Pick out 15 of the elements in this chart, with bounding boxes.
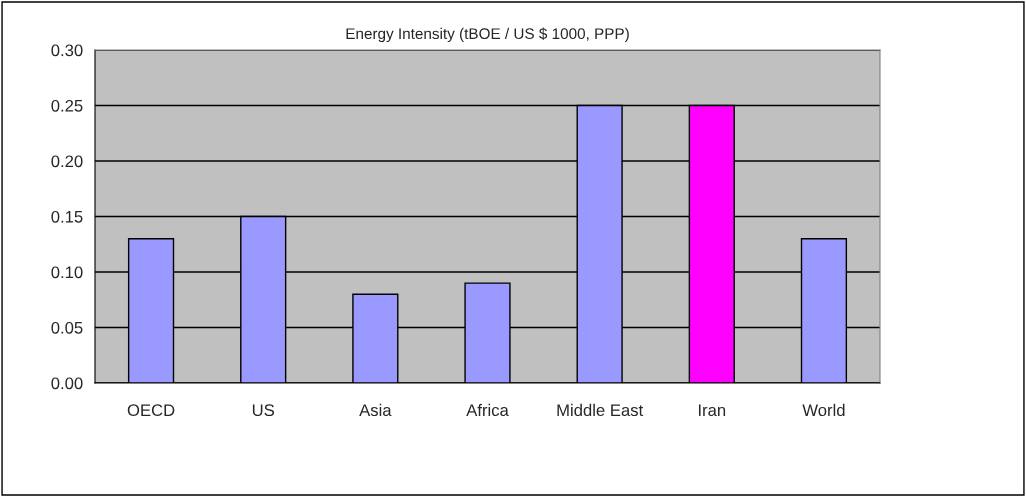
y-tick-label: 0.25: [51, 99, 83, 112]
y-tick-label: 0.00: [51, 377, 83, 390]
x-tick-label: US: [252, 404, 275, 417]
y-tick-label: 0.20: [51, 155, 83, 168]
x-tick-label: Iran: [698, 404, 726, 417]
y-tick-label: 0.05: [51, 321, 83, 334]
y-tick-label: 0.10: [51, 266, 83, 279]
x-tick-label: Asia: [359, 403, 392, 417]
chart-title: Energy Intensity (tBOE / US $ 1000, PPP): [346, 27, 629, 43]
x-tick-label: World: [802, 403, 845, 417]
x-tick-label: Africa: [466, 403, 509, 417]
y-tick-label: 0.30: [51, 44, 83, 57]
x-tick-label: Middle East: [557, 403, 644, 417]
x-tick-label: OECD: [127, 404, 175, 417]
y-tick-label: 0.15: [51, 210, 83, 223]
